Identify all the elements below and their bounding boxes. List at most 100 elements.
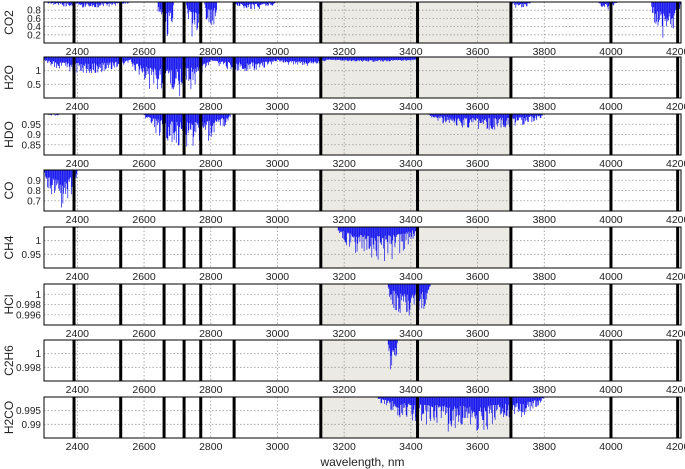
x-tick-label: 4000: [599, 328, 623, 340]
y-axis-label: CO2: [2, 10, 16, 35]
x-tick-label: 2400: [66, 158, 90, 170]
x-tick-label: 3800: [533, 101, 557, 113]
x-tick-label: 2600: [132, 271, 156, 283]
x-tick-label: 3600: [466, 441, 490, 453]
x-tick-label: 2800: [199, 46, 223, 58]
x-tick-label: 3400: [399, 384, 423, 396]
panel-hdo: 0.950.90.85 2400 2600 2800 3000 3200 3400 3600 3…: [2, 113, 685, 170]
x-tick-label: 3400: [399, 101, 423, 113]
x-tick-label: 3200: [332, 441, 356, 453]
x-tick-label: 3600: [466, 271, 490, 283]
x-tick-label: 3000: [266, 101, 290, 113]
x-tick-label: 4200: [666, 441, 685, 453]
x-tick-label: 3400: [399, 214, 423, 226]
panel-frame: [43, 169, 682, 212]
y-axis-label: HCl: [2, 295, 16, 315]
x-tick-label: 3800: [533, 384, 557, 396]
x-tick-label: 4000: [599, 158, 623, 170]
x-tick-label: 3200: [332, 214, 356, 226]
y-tick-label: 1: [35, 349, 41, 360]
shaded-region: [320, 2, 511, 43]
y-tick-label: 0.95: [22, 120, 42, 131]
x-tick-label: 3000: [266, 441, 290, 453]
y-tick-label: 0.9: [27, 176, 41, 187]
y-tick-label: 0.5: [27, 80, 41, 91]
panel-c2h6: 1 0.998 2400 2600 2800 3000 3200 3400 3600 3800 40…: [2, 339, 685, 396]
x-axis-label: wavelength, nm: [319, 455, 404, 469]
x-tick-label: 3200: [332, 158, 356, 170]
x-tick-label: 2400: [66, 441, 90, 453]
x-tick-label: 3400: [399, 271, 423, 283]
x-tick-label: 2400: [66, 384, 90, 396]
y-tick-label: 0.7: [27, 196, 41, 207]
x-tick-label: 3200: [332, 328, 356, 340]
x-tick-label: 3400: [399, 158, 423, 170]
x-tick-label: 3600: [466, 46, 490, 58]
y-tick-label: 1: [35, 66, 41, 77]
panel-ch4: 1 0.95 2400 2600 2800 3000 3200 3400 3600 3800 400…: [2, 226, 685, 283]
x-tick-label: 4200: [666, 328, 685, 340]
x-tick-label: 2600: [132, 384, 156, 396]
x-tick-label: 2400: [66, 101, 90, 113]
y-axis-label: CH4: [2, 235, 16, 259]
x-tick-label: 3400: [399, 328, 423, 340]
panel-h2co: 0.995 0.99 2400 2600 2800 3000 3200 3400 3600 380…: [2, 396, 685, 469]
y-tick-label: 0.8: [27, 186, 41, 197]
x-tick-label: 4000: [599, 214, 623, 226]
y-tick-label: 0.996: [16, 310, 41, 321]
x-tick-label: 2800: [199, 158, 223, 170]
x-tick-label: 3800: [533, 214, 557, 226]
panel-frame: [43, 113, 682, 156]
y-tick-label: 0.9: [27, 130, 41, 141]
x-tick-label: 3000: [266, 214, 290, 226]
x-tick-label: 4000: [599, 101, 623, 113]
x-tick-label: 4200: [666, 46, 685, 58]
x-tick-label: 4200: [666, 384, 685, 396]
x-tick-label: 3800: [533, 158, 557, 170]
y-tick-label: 0.998: [16, 300, 41, 311]
x-tick-label: 3600: [466, 158, 490, 170]
x-tick-label: 3600: [466, 214, 490, 226]
x-tick-label: 2800: [199, 271, 223, 283]
x-tick-label: 2800: [199, 441, 223, 453]
panel-co: 0.90.80.7 2400 2600 2800 3000 3200 3400 3600 380…: [2, 169, 685, 226]
x-tick-label: 2800: [199, 214, 223, 226]
x-tick-label: 2400: [66, 214, 90, 226]
panel-co2: 0.80.60.40.2 2400 2600 2800 3000 3200 3400 3600…: [2, 1, 685, 58]
x-tick-label: 2800: [199, 101, 223, 113]
x-tick-label: 3200: [332, 101, 356, 113]
y-tick-label: 0.6: [27, 14, 41, 25]
y-axis-label: C2H6: [2, 345, 16, 376]
x-tick-label: 3800: [533, 441, 557, 453]
y-tick-label: 0.995: [16, 406, 41, 417]
x-tick-label: 3800: [533, 46, 557, 58]
y-axis-label: H2O: [2, 65, 16, 90]
x-tick-label: 2800: [199, 384, 223, 396]
x-tick-label: 3000: [266, 271, 290, 283]
y-tick-label: 0.85: [22, 140, 42, 151]
y-tick-label: 0.4: [27, 22, 41, 33]
x-tick-label: 4000: [599, 384, 623, 396]
x-tick-label: 4200: [666, 271, 685, 283]
x-tick-label: 3800: [533, 271, 557, 283]
panel-frame: [43, 396, 682, 439]
y-tick-label: 1: [35, 290, 41, 301]
x-tick-label: 2600: [132, 46, 156, 58]
x-tick-label: 3000: [266, 158, 290, 170]
x-tick-label: 2400: [66, 46, 90, 58]
x-tick-label: 3000: [266, 384, 290, 396]
shaded-region: [320, 340, 511, 381]
shaded-region: [320, 57, 511, 98]
y-tick-label: 0.8: [27, 6, 41, 17]
x-tick-label: 2600: [132, 158, 156, 170]
x-tick-label: 3200: [332, 46, 356, 58]
x-tick-label: 2600: [132, 441, 156, 453]
x-tick-label: 4200: [666, 214, 685, 226]
panel-frame: [43, 226, 682, 269]
x-tick-label: 3800: [533, 328, 557, 340]
x-tick-label: 3200: [332, 271, 356, 283]
x-tick-label: 3600: [466, 101, 490, 113]
x-tick-label: 2600: [132, 214, 156, 226]
